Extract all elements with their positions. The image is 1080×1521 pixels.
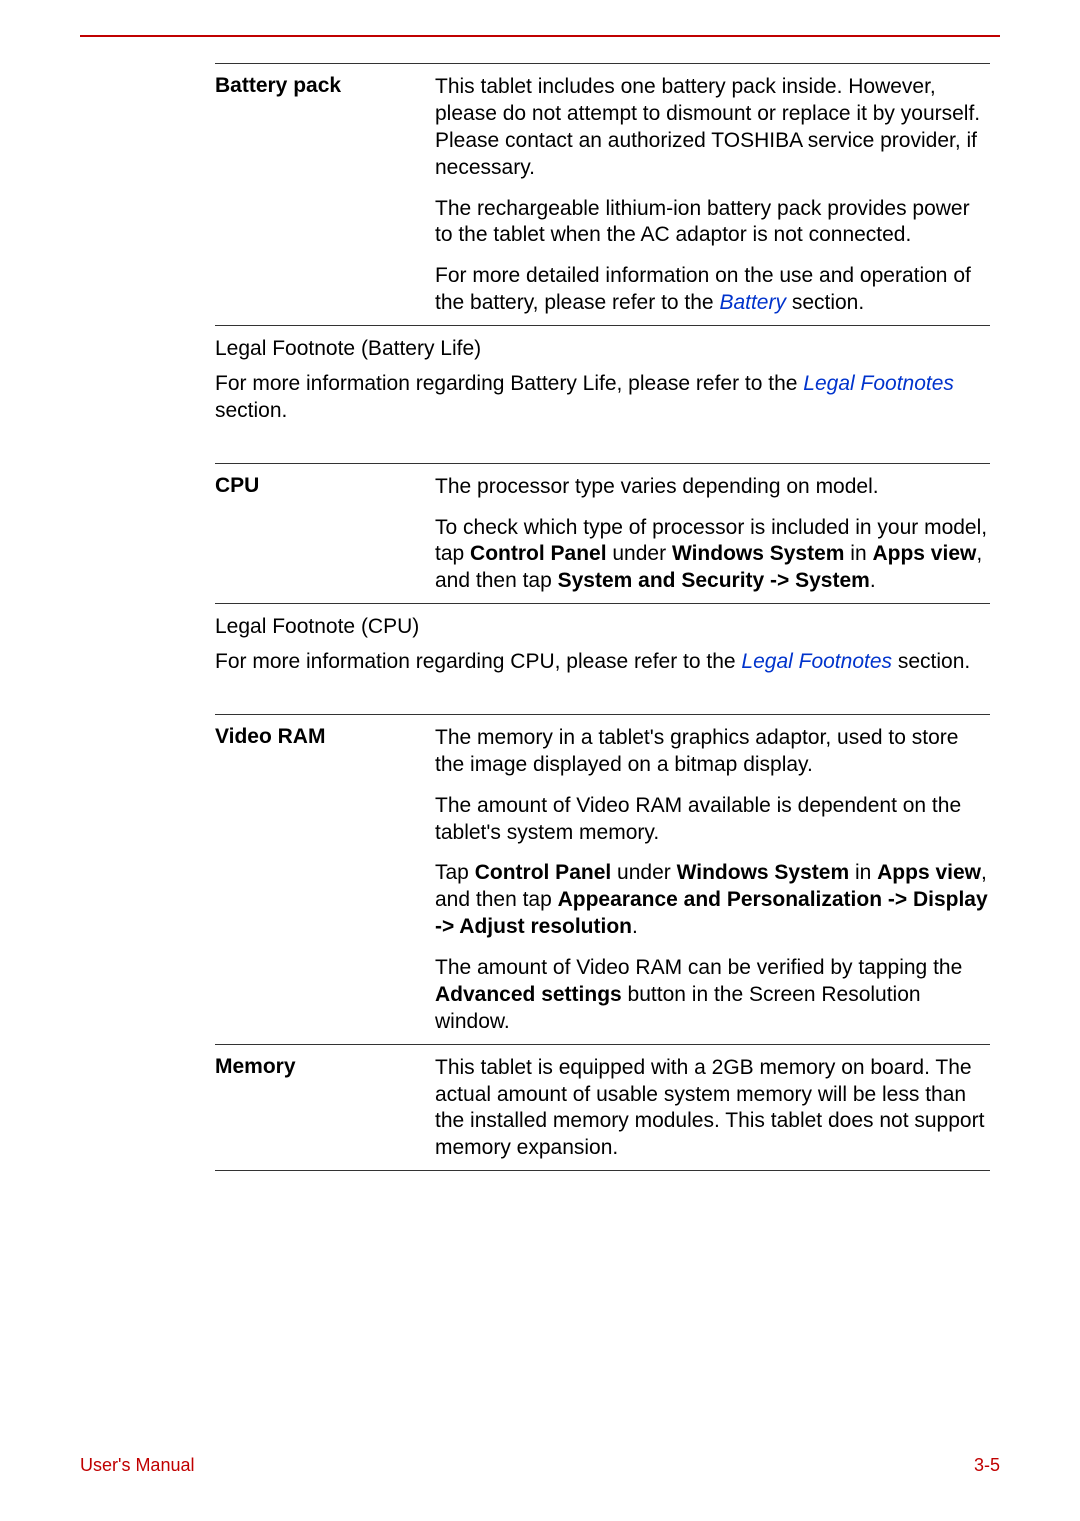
spec-label-memory: Memory [215, 1055, 435, 1163]
page: Battery pack This tablet includes one ba… [0, 0, 1080, 1521]
memory-p1: This tablet is equipped with a 2GB memor… [435, 1055, 990, 1163]
spec-row-battery: Battery pack This tablet includes one ba… [215, 63, 990, 325]
page-footer: User's Manual 3-5 [80, 1455, 1000, 1476]
bottom-rule [215, 1170, 990, 1171]
cpu-p1: The processor type varies depending on m… [435, 474, 990, 501]
vram-p2: The amount of Video RAM available is dep… [435, 793, 990, 847]
footnote-cpu-link[interactable]: Legal Footnotes [741, 650, 892, 673]
footnote-battery-link[interactable]: Legal Footnotes [803, 372, 954, 395]
battery-p1: This tablet includes one battery pack in… [435, 74, 990, 182]
spec-body-cpu: The processor type varies depending on m… [435, 474, 990, 596]
spec-body-memory: This tablet is equipped with a 2GB memor… [435, 1055, 990, 1163]
battery-p3a: For more detailed information on the use… [435, 264, 971, 314]
spec-label-cpu: CPU [215, 474, 435, 596]
footnote-battery-a: For more information regarding Battery L… [215, 372, 803, 395]
footnote-battery-body: For more information regarding Battery L… [215, 371, 990, 425]
gap-2 [215, 684, 990, 714]
spec-body-battery: This tablet includes one battery pack in… [435, 74, 990, 317]
spec-row-video-ram: Video RAM The memory in a tablet's graph… [215, 714, 990, 1044]
footnote-cpu: Legal Footnote (CPU) For more informatio… [215, 603, 990, 684]
vram-p1: The memory in a tablet's graphics adapto… [435, 725, 990, 779]
vram-p4: The amount of Video RAM can be verified … [435, 955, 990, 1036]
spec-label-battery: Battery pack [215, 74, 435, 317]
vram-p3: Tap Control Panel under Windows System i… [435, 860, 990, 941]
battery-p2: The rechargeable lithium-ion battery pac… [435, 196, 990, 250]
top-accent-rule [80, 35, 1000, 37]
battery-p3: For more detailed information on the use… [435, 263, 990, 317]
footnote-cpu-title: Legal Footnote (CPU) [215, 614, 990, 641]
footer-left: User's Manual [80, 1455, 194, 1476]
spec-row-memory: Memory This tablet is equipped with a 2G… [215, 1044, 990, 1171]
battery-p3b: section. [786, 291, 864, 314]
content-area: Battery pack This tablet includes one ba… [215, 63, 990, 1171]
cpu-p2: To check which type of processor is incl… [435, 515, 990, 596]
footnote-cpu-body: For more information regarding CPU, plea… [215, 649, 990, 676]
spec-row-cpu: CPU The processor type varies depending … [215, 463, 990, 604]
footnote-battery: Legal Footnote (Battery Life) For more i… [215, 325, 990, 433]
spec-label-video-ram: Video RAM [215, 725, 435, 1036]
footer-right: 3-5 [974, 1455, 1000, 1476]
spec-body-video-ram: The memory in a tablet's graphics adapto… [435, 725, 990, 1036]
gap-1 [215, 433, 990, 463]
footnote-battery-title: Legal Footnote (Battery Life) [215, 336, 990, 363]
footnote-battery-b: section. [215, 399, 287, 422]
battery-link[interactable]: Battery [719, 291, 786, 314]
